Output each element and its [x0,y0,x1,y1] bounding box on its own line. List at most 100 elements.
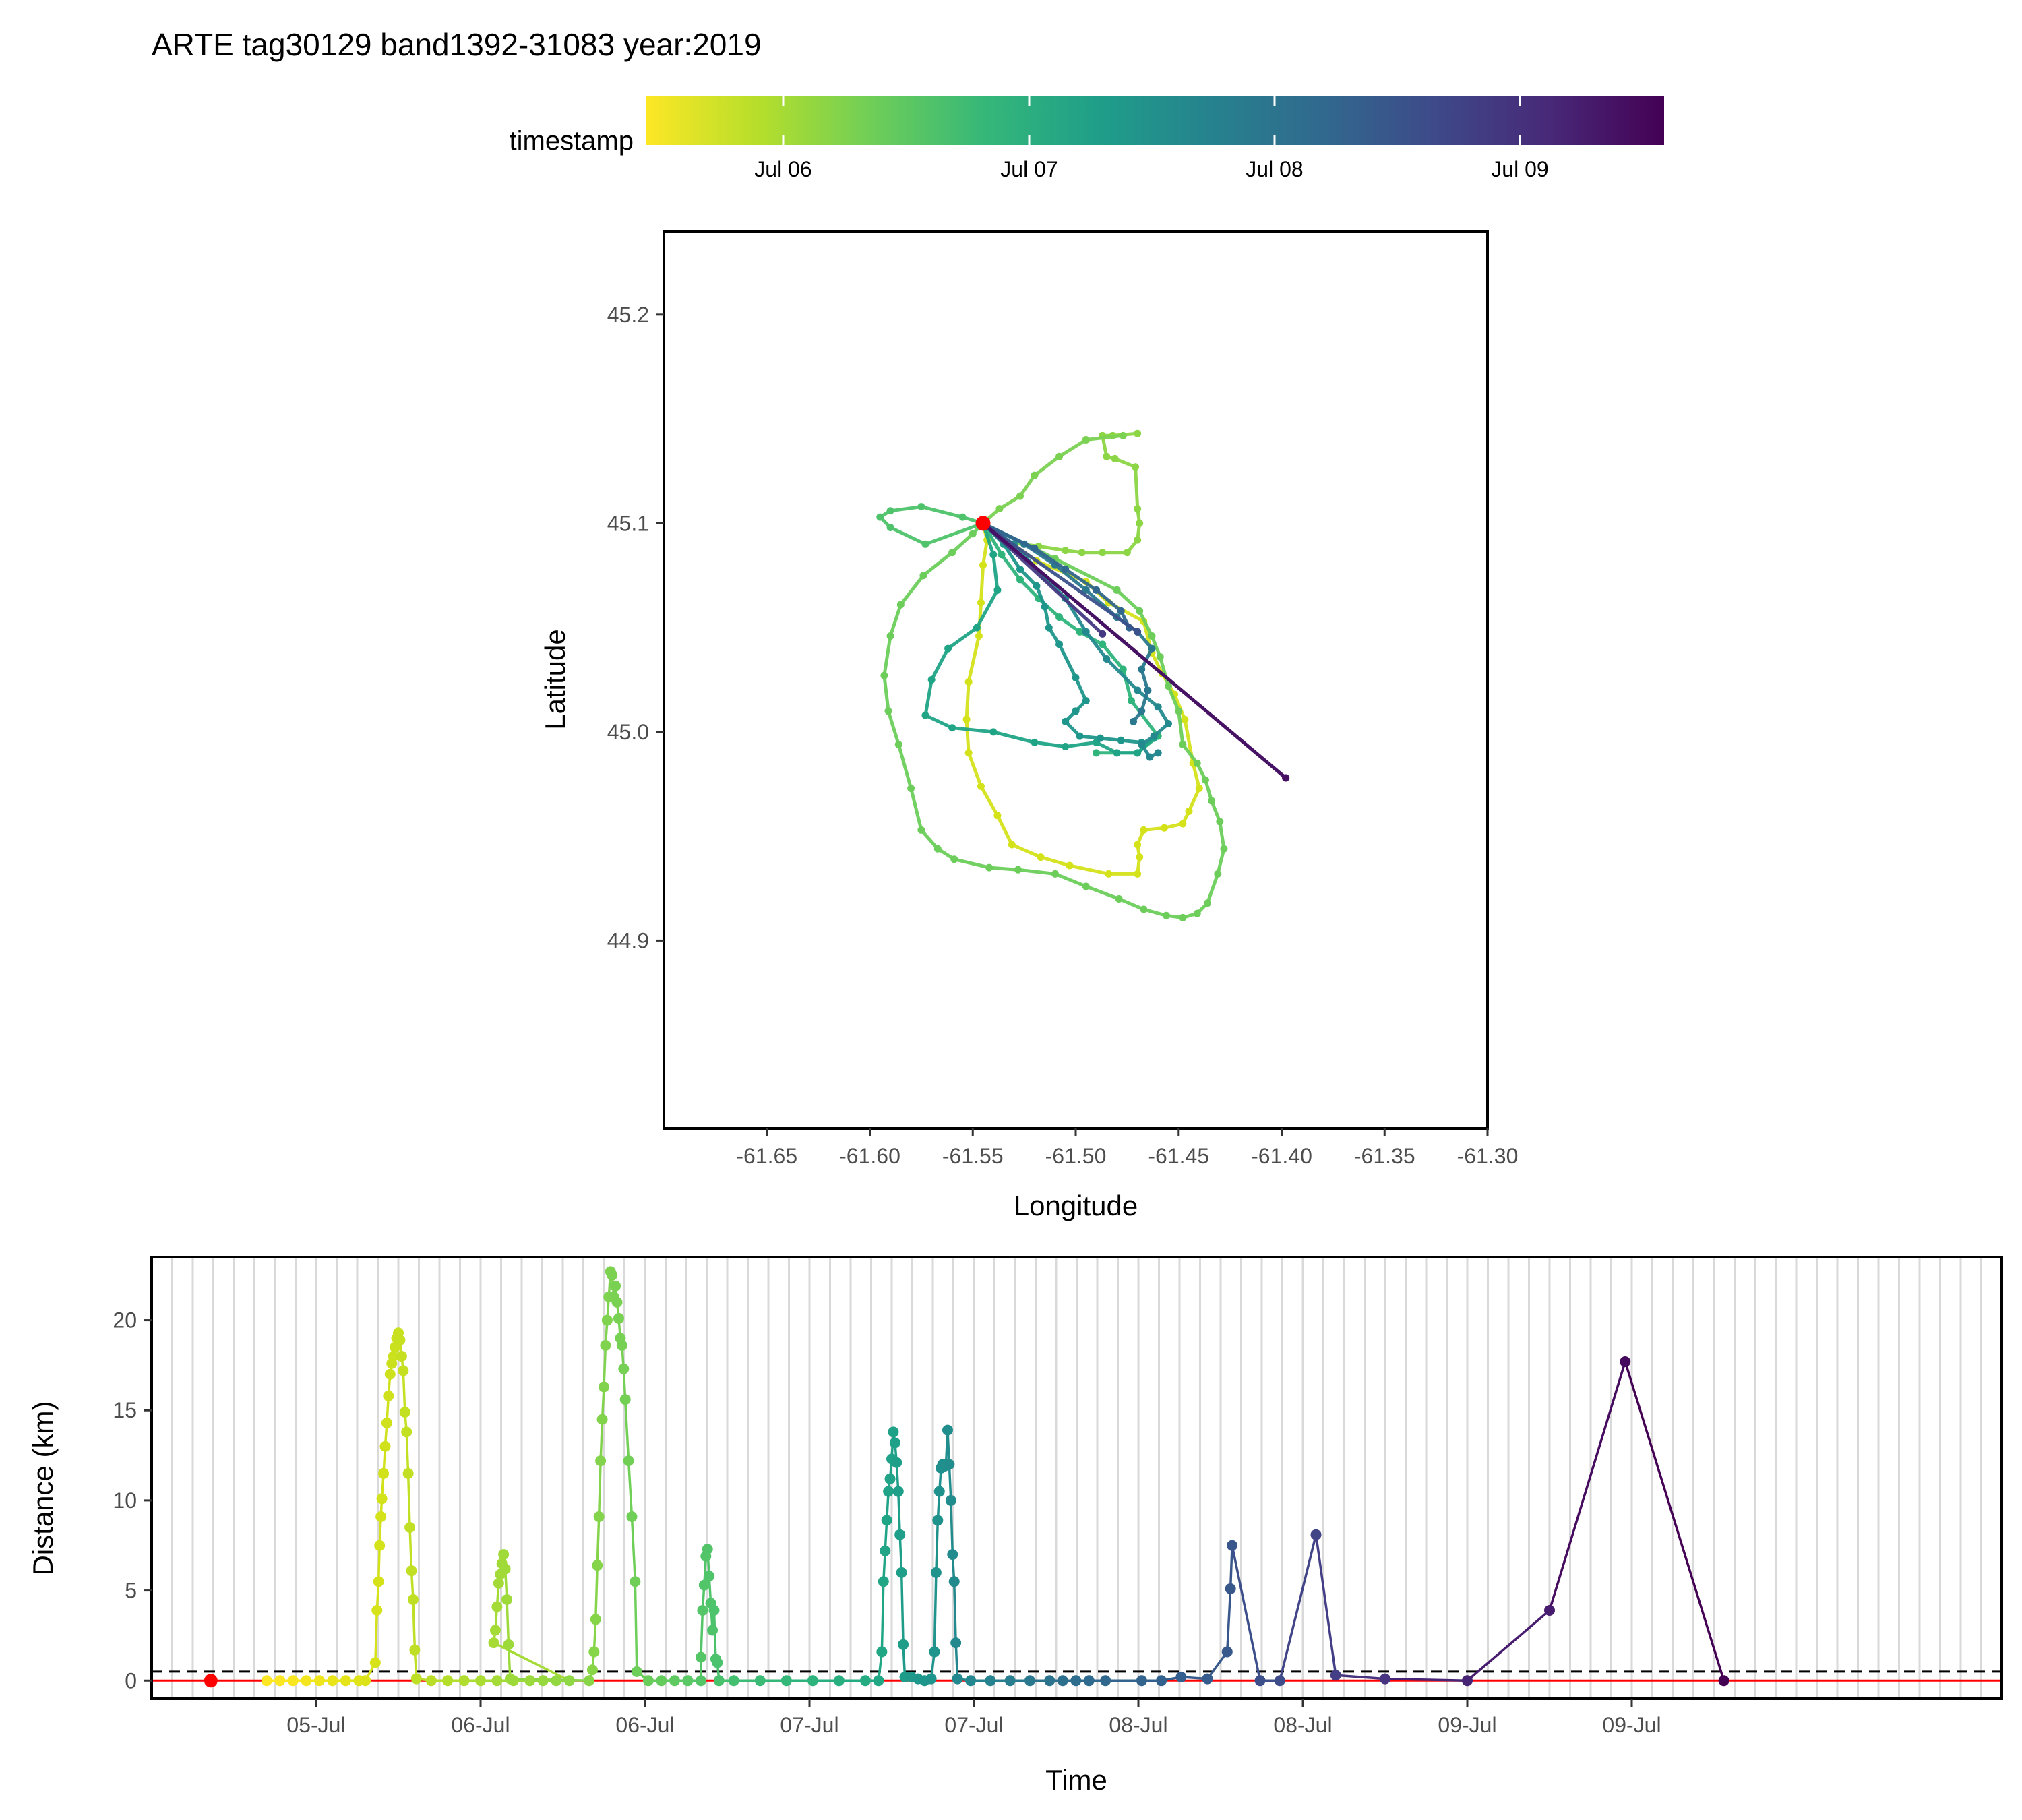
map-point [1146,753,1154,761]
map-point [1076,628,1084,636]
map-x-tick-label: -61.65 [736,1144,797,1168]
map-point [1201,776,1209,784]
distance-line-segment [599,1419,604,1461]
map-point [1136,853,1144,861]
distance-point [878,1576,889,1587]
distance-point [498,1549,510,1560]
distance-point [374,1540,386,1551]
map-point [1082,882,1090,890]
distance-y-tick-label: 10 [113,1488,137,1513]
map-point [1134,686,1142,694]
map-point [1016,576,1024,584]
distance-point [373,1576,384,1587]
map-point [1113,749,1121,757]
distance-line-segment [1466,1609,1551,1682]
distance-line-segment [601,1387,605,1420]
map-point [1130,717,1138,725]
distance-line-segment [1226,1588,1232,1652]
distance-line-segment [405,1432,410,1474]
map-point [907,784,915,792]
distance-y-tick-label: 20 [113,1308,137,1333]
map-point [1099,630,1107,638]
distance-point [287,1675,299,1687]
distance-y-tick-label: 0 [125,1668,137,1693]
map-point [1082,586,1090,594]
map-x-tick-label: -61.45 [1148,1144,1209,1168]
map-track-line [878,505,984,546]
distance-point [1070,1675,1082,1687]
distance-line-segment [897,1491,901,1535]
distance-point [593,1511,605,1522]
distance-y-tick-label: 5 [125,1579,137,1603]
distance-point [1057,1675,1068,1687]
distance-line-segment [630,1516,637,1582]
distance-point [584,1675,595,1687]
map-point [1216,818,1224,826]
map-axes: -61.65 -61.60 -61.55 -61.50 -61.45 -61.40 -61.… [607,303,1519,1168]
distance-y-tick-label: 15 [113,1398,137,1422]
map-point [944,644,952,653]
distance-line-segment [402,1370,406,1412]
distance-line-segment [898,1534,903,1573]
distance-point [1221,1646,1233,1658]
distance-point [491,1675,503,1687]
map-point [1062,717,1070,725]
map-point [964,678,973,686]
map-point [998,551,1006,559]
distance-point [274,1675,286,1687]
distance-line-segment [627,1460,634,1517]
distance-point [948,1576,960,1587]
distance-point [537,1675,549,1687]
distance-line-segment [374,1610,379,1663]
map-point [1062,547,1070,555]
distance-plot-border [150,1256,2003,1700]
distance-point [985,1675,996,1687]
map-point [1140,905,1148,913]
map-point [1031,544,1039,552]
distance-point [401,1426,412,1438]
distance-x-tick-label: 08-Jul [1273,1713,1332,1737]
distance-line-segment [1231,1545,1262,1681]
distance-point [1175,1671,1187,1682]
distance-panel: 05-Jul 06-Jul 06-Jul 07-Jul 07-Jul 08-Jul 08-J… [27,1256,2003,1796]
distance-line-segment [1229,1545,1233,1589]
distance-point [944,1459,955,1470]
map-point [1117,607,1125,615]
distance-point [616,1340,627,1351]
distance-point [425,1675,437,1687]
distance-line-segment [935,1520,940,1573]
map-point [1117,736,1125,744]
distance-point [896,1567,907,1578]
distance-point [488,1637,499,1649]
map-point [880,671,888,679]
map-tracks [876,429,1290,921]
map-point [975,632,983,640]
distance-point [945,1494,956,1506]
map-point [1055,613,1064,621]
map-point [950,855,958,863]
distance-point [1330,1670,1341,1681]
map-point [979,561,987,569]
distance-point [1024,1675,1035,1687]
distance-line-segment [700,1610,704,1658]
distance-point [883,1486,894,1497]
distance-point [601,1314,613,1326]
distance-point [1225,1583,1236,1594]
map-point [1041,603,1049,611]
map-point [1195,784,1203,792]
distance-point [313,1675,325,1687]
distance-point [898,1639,909,1650]
distance-line-segment [634,1581,638,1672]
distance-point [504,1673,516,1685]
map-point [1082,628,1090,636]
distance-point [619,1394,631,1405]
distance-line-segment [506,1599,510,1645]
distance-point [396,1351,407,1362]
distance-point [695,1651,706,1663]
map-point [1132,463,1140,471]
distance-line-segment [592,1619,597,1652]
map-point [1037,853,1045,861]
map-point [1136,519,1144,527]
distance-line-segment [902,1644,907,1678]
